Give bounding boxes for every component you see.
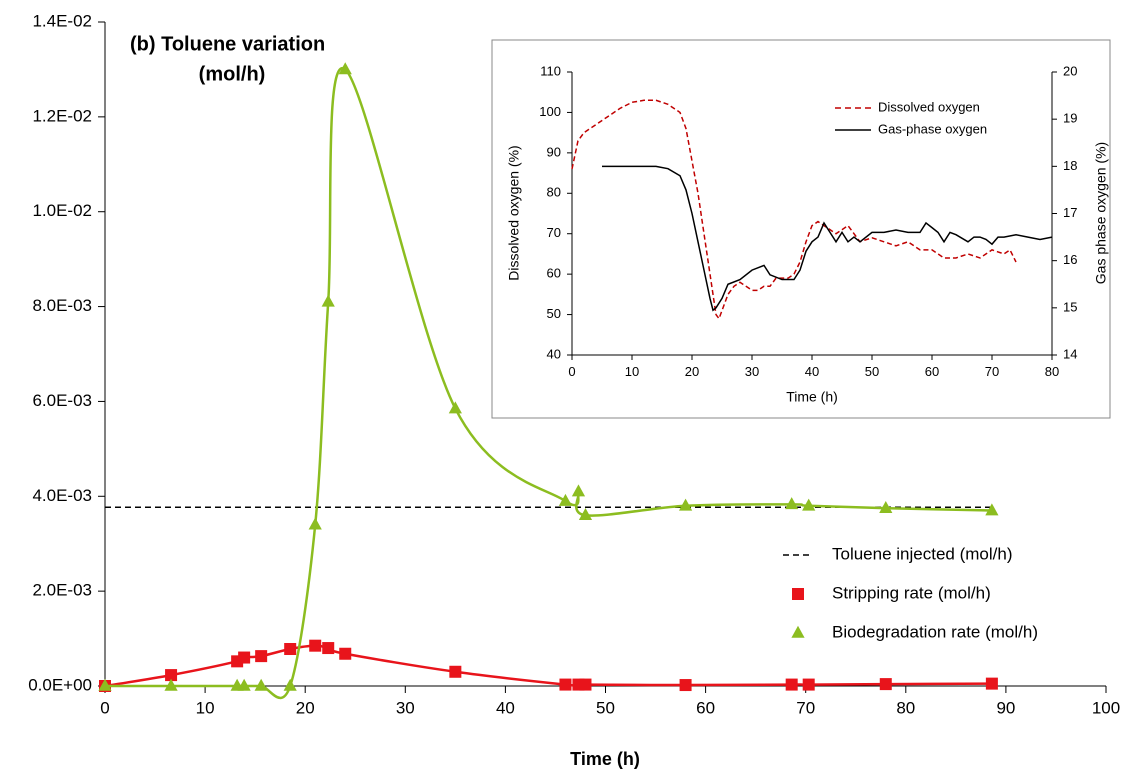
y-tick-label: 60: [547, 266, 561, 281]
x-tick-label: 60: [925, 364, 939, 379]
x-tick-label: 40: [496, 699, 515, 718]
y-tick-label: 8.0E-03: [32, 296, 92, 315]
x-tick-label: 30: [745, 364, 759, 379]
marker: [308, 517, 322, 530]
x-tick-label: 20: [685, 364, 699, 379]
y2-tick-label: 17: [1063, 205, 1077, 220]
legend-label: Dissolved oxygen: [878, 99, 980, 114]
x-tick-label: 50: [596, 699, 615, 718]
x-tick-label: 50: [865, 364, 879, 379]
marker: [321, 294, 335, 307]
y-tick-label: 100: [539, 104, 561, 119]
marker: [338, 62, 352, 75]
x-tick-label: 20: [296, 699, 315, 718]
inset-x-axis-title: Time (h): [786, 389, 838, 405]
marker: [322, 642, 335, 655]
y2-tick-label: 19: [1063, 111, 1077, 126]
x-tick-label: 30: [396, 699, 415, 718]
y-tick-label: 90: [547, 144, 561, 159]
inset-y-axis-title: Dissolved oxygen (%): [506, 145, 522, 280]
y-tick-label: 6.0E-03: [32, 391, 92, 410]
x-tick-label: 0: [100, 699, 109, 718]
marker: [879, 678, 892, 691]
chart-title: (mol/h): [199, 63, 266, 85]
y-tick-label: 4.0E-03: [32, 486, 92, 505]
x-tick-label: 70: [985, 364, 999, 379]
series-line: [602, 165, 1053, 312]
marker: [165, 669, 178, 682]
y-tick-label: 1.0E-02: [32, 201, 92, 220]
marker: [802, 678, 815, 691]
y-tick-label: 80: [547, 185, 561, 200]
legend-label: Biodegradation rate (mol/h): [832, 622, 1038, 641]
y2-tick-label: 16: [1063, 252, 1077, 267]
marker: [571, 484, 586, 497]
marker: [679, 679, 692, 692]
x-tick-label: 10: [196, 699, 215, 718]
y-tick-label: 1.2E-02: [32, 106, 92, 125]
legend-swatch: [792, 588, 804, 600]
series-line: [571, 99, 1017, 321]
legend-label: Toluene injected (mol/h): [832, 544, 1012, 563]
x-tick-label: 40: [805, 364, 819, 379]
marker: [339, 647, 352, 660]
y-tick-label: 1.4E-02: [32, 11, 92, 30]
inset-frame: [491, 39, 1111, 419]
x-tick-label: 80: [1045, 364, 1059, 379]
marker: [578, 508, 593, 521]
legend-swatch: [791, 625, 805, 638]
y2-tick-label: 20: [1063, 63, 1077, 78]
y-tick-label: 2.0E-03: [32, 581, 92, 600]
marker: [284, 643, 297, 656]
marker: [309, 639, 322, 652]
marker: [449, 665, 462, 678]
marker: [448, 401, 462, 414]
y-tick-label: 0.0E+00: [28, 675, 92, 694]
marker: [558, 493, 573, 506]
marker: [879, 500, 893, 513]
x-tick-label: 80: [896, 699, 915, 718]
x-tick-label: 60: [696, 699, 715, 718]
marker: [579, 678, 592, 691]
x-tick-label: 100: [1092, 699, 1120, 718]
y-tick-label: 110: [540, 63, 561, 78]
marker: [785, 678, 798, 691]
x-tick-label: 70: [796, 699, 815, 718]
inset-y2-axis-title: Gas phase oxygen (%): [1093, 142, 1109, 284]
marker: [283, 678, 297, 691]
marker: [237, 678, 251, 691]
marker: [164, 678, 178, 691]
y2-tick-label: 15: [1063, 299, 1077, 314]
marker: [559, 678, 572, 691]
chart-title: (b) Toluene variation: [130, 33, 325, 55]
marker: [238, 651, 251, 664]
y2-tick-label: 14: [1063, 346, 1077, 361]
marker: [678, 498, 693, 511]
y-tick-label: 50: [547, 306, 561, 321]
marker: [255, 650, 268, 663]
x-tick-label: 90: [996, 699, 1015, 718]
y2-tick-label: 18: [1063, 158, 1077, 173]
series-line: [105, 66, 992, 700]
y-tick-label: 70: [547, 225, 561, 240]
marker: [785, 497, 799, 510]
marker: [985, 503, 999, 516]
marker: [254, 678, 268, 691]
x-axis-title: Time (h): [570, 749, 640, 769]
x-tick-label: 10: [625, 364, 639, 379]
x-tick-label: 0: [568, 364, 575, 379]
legend-label: Gas-phase oxygen: [878, 121, 987, 136]
marker: [985, 677, 998, 690]
y-tick-label: 40: [547, 346, 561, 361]
marker: [98, 678, 112, 691]
marker: [802, 498, 816, 511]
legend-label: Stripping rate (mol/h): [832, 583, 991, 602]
